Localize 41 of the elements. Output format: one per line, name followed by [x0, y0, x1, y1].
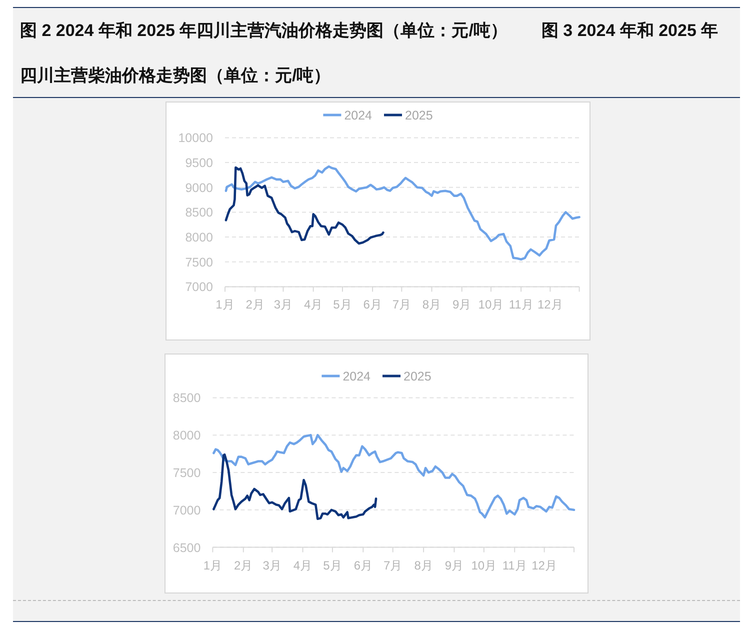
y-tick-label: 7000 [185, 280, 214, 294]
x-tick-label: 11月 [502, 558, 527, 572]
x-tick-label: 4月 [304, 298, 323, 312]
legend-label: 2024 [342, 369, 371, 384]
x-tick-label: 7月 [384, 558, 402, 572]
x-tick-label: 12月 [532, 558, 557, 572]
x-tick-label: 1月 [203, 558, 222, 572]
x-tick-label: 9月 [444, 558, 464, 572]
x-tick-label: 10月 [471, 558, 497, 572]
x-tick-label: 5月 [333, 298, 352, 312]
y-tick-label: 9500 [185, 156, 214, 170]
legend-label: 2025 [404, 369, 432, 384]
x-tick-label: 12月 [538, 298, 563, 312]
x-tick-label: 1月 [216, 298, 234, 312]
chart-title: 图 2 2024 年和 2025 年四川主营汽油价格走势图（单位：元/吨） 图 3 2024 年和 2025 年四川主营柴油价格走势图（单位：元/吨） [20, 21, 718, 85]
y-tick-label: 7500 [172, 466, 201, 480]
y-tick-label: 8500 [172, 391, 201, 406]
x-tick-label: 10月 [478, 298, 504, 312]
legend-label: 2024 [344, 108, 372, 122]
y-tick-label: 10000 [178, 131, 214, 146]
x-tick-label: 2月 [246, 298, 264, 312]
x-tick-label: 9月 [452, 298, 472, 312]
y-tick-label: 7000 [172, 503, 201, 518]
x-tick-label: 8月 [422, 298, 442, 312]
y-tick-label: 8000 [185, 230, 214, 245]
x-tick-label: 11月 [508, 298, 534, 312]
x-tick-label: 2月 [234, 558, 253, 572]
x-tick-label: 3月 [262, 558, 282, 572]
x-tick-label: 5月 [323, 558, 342, 572]
x-tick-label: 4月 [293, 558, 312, 572]
legend-label: 2025 [405, 108, 433, 122]
x-tick-label: 6月 [354, 558, 373, 572]
x-tick-label: 6月 [363, 298, 382, 312]
y-tick-label: 7500 [185, 255, 214, 270]
x-tick-label: 7月 [392, 298, 412, 312]
x-tick-label: 3月 [274, 298, 293, 312]
x-tick-label: 8月 [414, 558, 433, 572]
y-tick-label: 9000 [185, 180, 214, 195]
y-tick-label: 8500 [185, 206, 214, 220]
y-tick-label: 6500 [172, 540, 201, 555]
y-tick-label: 8000 [172, 428, 201, 443]
